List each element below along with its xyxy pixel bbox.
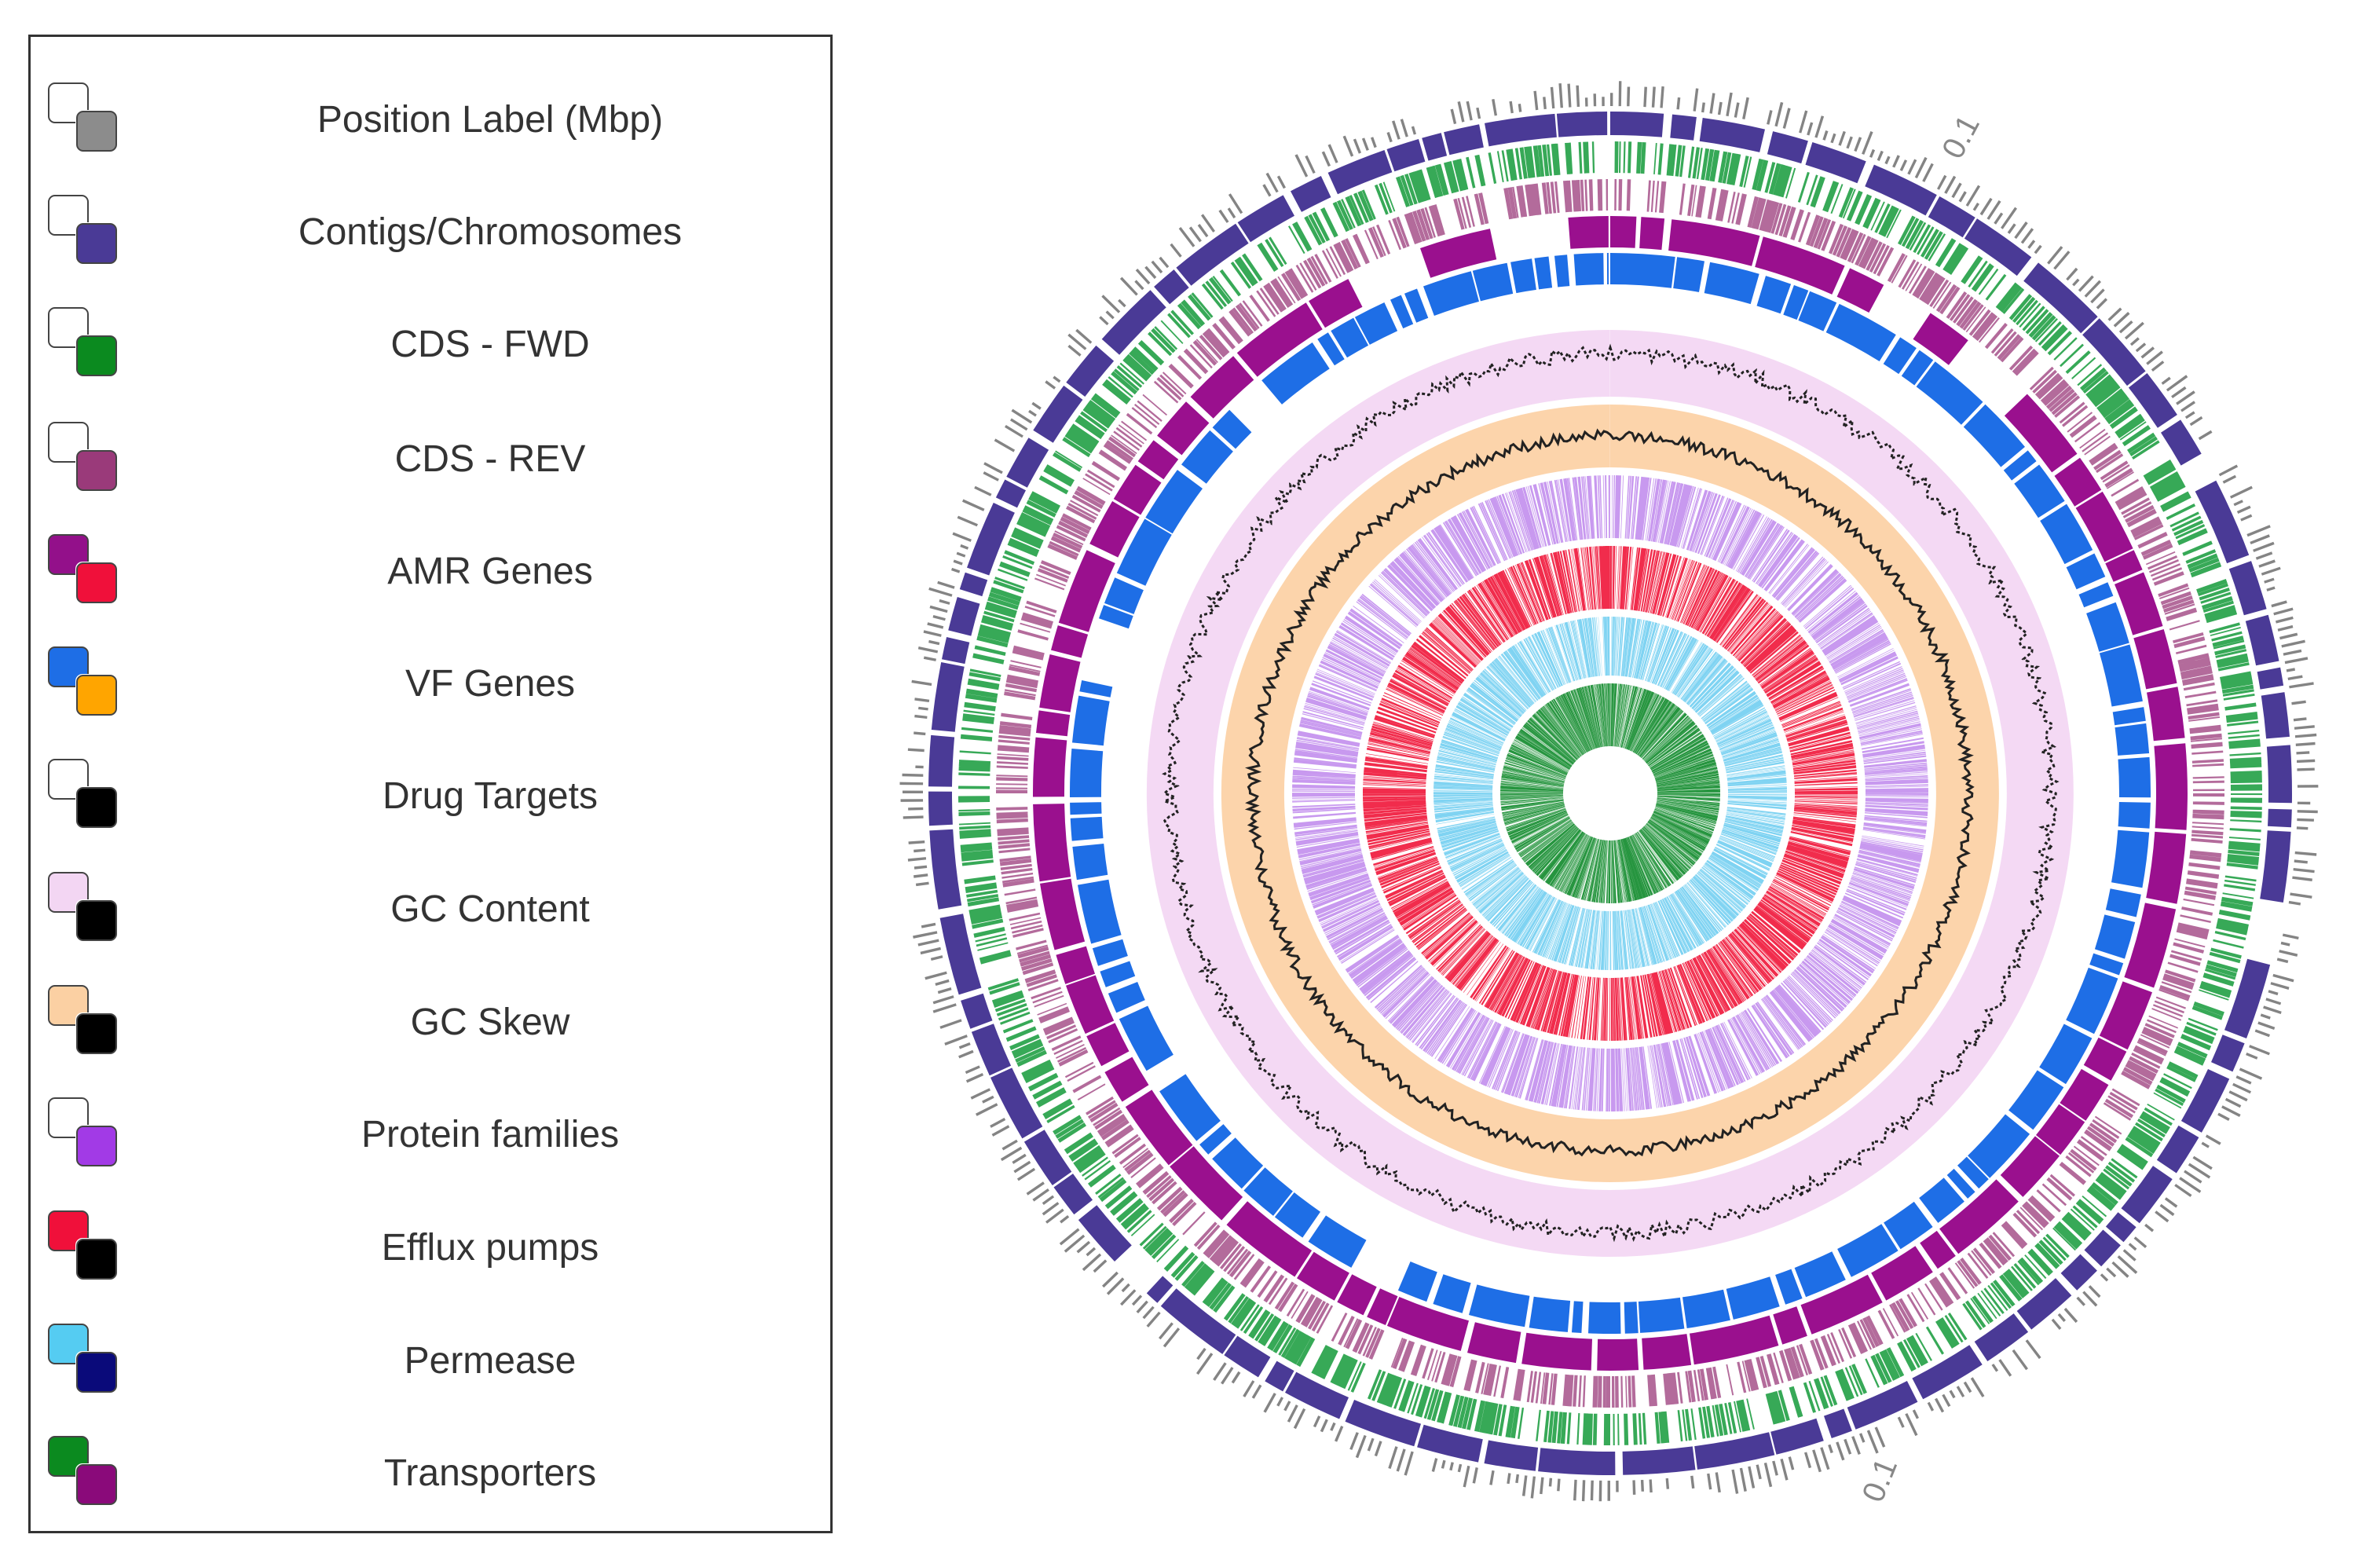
legend-swatch-front [76,1464,117,1505]
tracks-group [899,81,2319,1502]
track-permease [1433,616,1788,971]
legend-swatch-front [76,1239,117,1280]
legend-swatch-back [48,82,89,123]
legend-item: CDS - FWD [31,302,830,381]
legend-label: AMR Genes [387,551,593,592]
legend-swatch-front [76,335,117,376]
legend-swatch-front [76,787,117,828]
position-tick-marks [899,81,2319,1502]
legend-label: Drug Targets [383,775,598,817]
legend-swatch-front [76,562,117,603]
circular-genome-plot: 0.1 0.1 [899,81,2319,1507]
legend-item: Drug Targets [31,754,830,833]
legend-swatch-back [48,195,89,236]
legend-label: Transporters [383,1452,597,1494]
legend-label: GC Content [390,888,590,930]
legend-swatch-front [76,675,117,716]
legend-panel: Position Label (Mbp) Contigs/Chromosomes C… [28,35,833,1533]
legend-item: GC Content [31,867,830,946]
legend-swatch-back [48,1210,89,1251]
legend-item: GC Skew [31,980,830,1059]
legend-item: AMR Genes [31,529,830,608]
legend-item: Permease [31,1319,830,1397]
position-label-bottom: 0.1 [1856,1453,1905,1507]
legend-swatch-front [76,900,117,941]
legend-label: GC Skew [410,1002,570,1043]
legend-item: CDS - REV [31,417,830,496]
legend-item: Protein families [31,1093,830,1171]
legend-label: CDS - REV [394,438,586,480]
legend-swatch-front [76,1352,117,1393]
track-gc-skew [1221,405,1999,1182]
legend-item: Transporters [31,1431,830,1510]
legend-label: VF Genes [405,663,576,705]
legend-swatch-front [76,111,117,152]
legend-swatch-front [76,1126,117,1166]
legend-item: VF Genes [31,642,830,720]
legend-item: Efflux pumps [31,1206,830,1284]
legend-item: Contigs/Chromosomes [31,190,830,269]
track-gc-content [1146,330,2074,1257]
legend-label: Position Label (Mbp) [317,99,664,141]
legend-label: Protein families [361,1114,620,1155]
legend-label: Permease [404,1340,577,1382]
track-contigs [928,112,2292,1476]
legend-label: Efflux pumps [381,1227,599,1269]
legend-label: Contigs/Chromosomes [298,211,683,253]
legend-label: CDS - FWD [390,324,590,365]
legend-swatch-front [76,223,117,264]
legend-item: Position Label (Mbp) [31,78,830,156]
legend-swatch-front [76,450,117,491]
position-label-top: 0.1 [1935,109,1986,164]
legend-swatch-front [76,1013,117,1054]
track-transporters [1499,683,1721,904]
